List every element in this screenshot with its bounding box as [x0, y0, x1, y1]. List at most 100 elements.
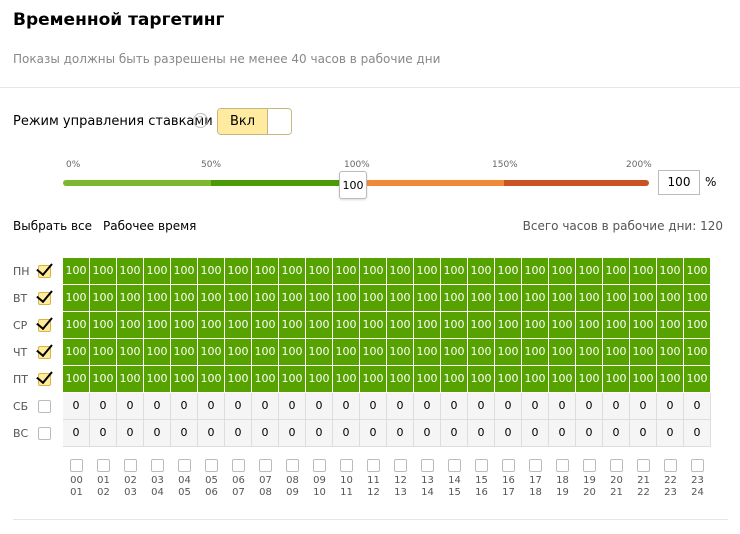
grid-cell[interactable]: 100: [279, 258, 306, 285]
grid-cell[interactable]: 0: [684, 393, 711, 420]
grid-cell[interactable]: 0: [117, 420, 144, 447]
grid-cell[interactable]: 100: [279, 339, 306, 366]
grid-cell[interactable]: 100: [360, 285, 387, 312]
grid-cell[interactable]: 0: [387, 420, 414, 447]
grid-cell[interactable]: 100: [657, 258, 684, 285]
grid-cell[interactable]: 0: [333, 393, 360, 420]
grid-cell[interactable]: 0: [522, 393, 549, 420]
grid-cell[interactable]: 100: [306, 366, 333, 393]
hour-checkbox[interactable]: [259, 459, 272, 472]
grid-cell[interactable]: 0: [225, 420, 252, 447]
grid-cell[interactable]: 100: [657, 339, 684, 366]
grid-cell[interactable]: 0: [441, 393, 468, 420]
grid-cell[interactable]: 100: [360, 312, 387, 339]
grid-cell[interactable]: 100: [252, 285, 279, 312]
grid-cell[interactable]: 100: [414, 312, 441, 339]
work-time-link[interactable]: Рабочее время: [103, 219, 197, 233]
grid-cell[interactable]: 100: [333, 285, 360, 312]
grid-cell[interactable]: 0: [171, 393, 198, 420]
grid-cell[interactable]: 0: [90, 393, 117, 420]
grid-cell[interactable]: 100: [279, 285, 306, 312]
grid-cell[interactable]: 100: [279, 366, 306, 393]
grid-cell[interactable]: 100: [522, 258, 549, 285]
hour-checkbox[interactable]: [151, 459, 164, 472]
grid-cell[interactable]: 0: [360, 420, 387, 447]
grid-cell[interactable]: 100: [468, 258, 495, 285]
hour-checkbox[interactable]: [124, 459, 137, 472]
grid-cell[interactable]: 100: [576, 366, 603, 393]
grid-cell[interactable]: 100: [441, 366, 468, 393]
grid-cell[interactable]: 100: [333, 258, 360, 285]
grid-cell[interactable]: 100: [549, 312, 576, 339]
grid-cell[interactable]: 100: [576, 258, 603, 285]
grid-cell[interactable]: 100: [549, 366, 576, 393]
grid-cell[interactable]: 100: [387, 312, 414, 339]
grid-cell[interactable]: 100: [63, 258, 90, 285]
grid-cell[interactable]: 0: [333, 420, 360, 447]
grid-cell[interactable]: 100: [387, 339, 414, 366]
grid-cell[interactable]: 100: [225, 312, 252, 339]
hour-checkbox[interactable]: [637, 459, 650, 472]
hour-checkbox[interactable]: [421, 459, 434, 472]
grid-cell[interactable]: 100: [603, 312, 630, 339]
grid-cell[interactable]: 0: [144, 393, 171, 420]
grid-cell[interactable]: 0: [657, 393, 684, 420]
grid-cell[interactable]: 100: [414, 366, 441, 393]
grid-cell[interactable]: 100: [684, 258, 711, 285]
grid-cell[interactable]: 100: [387, 366, 414, 393]
grid-cell[interactable]: 0: [360, 393, 387, 420]
grid-cell[interactable]: 100: [495, 366, 522, 393]
grid-cell[interactable]: 100: [63, 339, 90, 366]
grid-cell[interactable]: 100: [522, 285, 549, 312]
grid-cell[interactable]: 0: [549, 393, 576, 420]
grid-cell[interactable]: 0: [144, 420, 171, 447]
grid-cell[interactable]: 100: [90, 366, 117, 393]
grid-cell[interactable]: 100: [414, 258, 441, 285]
grid-cell[interactable]: 0: [90, 420, 117, 447]
grid-cell[interactable]: 100: [63, 285, 90, 312]
grid-cell[interactable]: 100: [387, 285, 414, 312]
hour-checkbox[interactable]: [97, 459, 110, 472]
hour-checkbox[interactable]: [178, 459, 191, 472]
grid-cell[interactable]: 100: [522, 366, 549, 393]
grid-cell[interactable]: 100: [630, 339, 657, 366]
grid-cell[interactable]: 100: [90, 312, 117, 339]
grid-cell[interactable]: 100: [117, 339, 144, 366]
grid-cell[interactable]: 100: [576, 312, 603, 339]
grid-cell[interactable]: 100: [468, 312, 495, 339]
day-checkbox[interactable]: [36, 366, 53, 386]
grid-cell[interactable]: 100: [198, 258, 225, 285]
grid-cell[interactable]: 0: [279, 393, 306, 420]
grid-cell[interactable]: 100: [117, 258, 144, 285]
grid-cell[interactable]: 100: [657, 366, 684, 393]
grid-cell[interactable]: 0: [495, 393, 522, 420]
grid-cell[interactable]: 100: [117, 366, 144, 393]
day-checkbox[interactable]: [38, 427, 51, 440]
hour-checkbox[interactable]: [664, 459, 677, 472]
grid-cell[interactable]: 100: [63, 366, 90, 393]
hour-checkbox[interactable]: [691, 459, 704, 472]
grid-cell[interactable]: 100: [171, 258, 198, 285]
grid-cell[interactable]: 0: [198, 393, 225, 420]
grid-cell[interactable]: 100: [252, 258, 279, 285]
grid-cell[interactable]: 100: [360, 258, 387, 285]
grid-cell[interactable]: 100: [603, 258, 630, 285]
grid-cell[interactable]: 100: [495, 285, 522, 312]
grid-cell[interactable]: 100: [684, 312, 711, 339]
grid-cell[interactable]: 100: [549, 339, 576, 366]
grid-cell[interactable]: 0: [468, 420, 495, 447]
grid-cell[interactable]: 0: [657, 420, 684, 447]
grid-cell[interactable]: 100: [198, 312, 225, 339]
grid-cell[interactable]: 100: [252, 312, 279, 339]
grid-cell[interactable]: 0: [252, 420, 279, 447]
grid-cell[interactable]: 0: [522, 420, 549, 447]
grid-cell[interactable]: 100: [144, 258, 171, 285]
grid-cell[interactable]: 100: [306, 339, 333, 366]
grid-cell[interactable]: 100: [198, 339, 225, 366]
hour-checkbox[interactable]: [367, 459, 380, 472]
grid-cell[interactable]: 100: [360, 366, 387, 393]
grid-cell[interactable]: 100: [441, 312, 468, 339]
grid-cell[interactable]: 100: [414, 339, 441, 366]
day-checkbox[interactable]: [36, 285, 53, 305]
hour-checkbox[interactable]: [556, 459, 569, 472]
